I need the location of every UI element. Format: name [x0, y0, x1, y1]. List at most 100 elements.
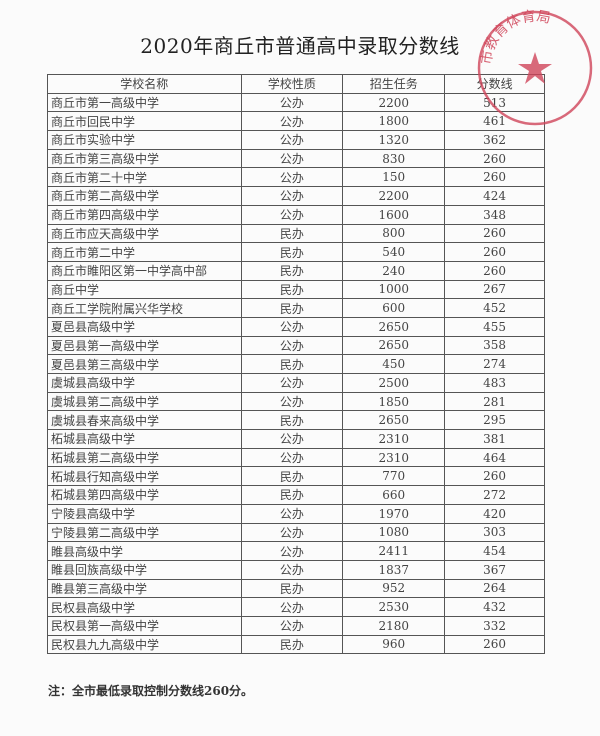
table-row: 夏邑县高级中学 公办 2650 455 — [47, 316, 545, 337]
table-row: 夏邑县第三高级中学 民办 450 274 — [47, 354, 545, 374]
cell-school-name: 商丘中学 — [47, 279, 242, 300]
cell-school-name: 商丘市第二高级中学 — [47, 186, 242, 206]
cell-school-name: 民权县九九高级中学 — [47, 634, 242, 655]
table-row: 柘城县行知高级中学 民办 770 260 — [47, 466, 545, 487]
cell-score-line: 295 — [444, 410, 545, 431]
table-row: 商丘市第二高级中学 公办 2200 424 — [47, 186, 545, 206]
cell-score-line: 348 — [444, 204, 545, 225]
cell-school-name: 宁陵县第二高级中学 — [47, 522, 242, 543]
cell-school-type: 公办 — [240, 522, 344, 543]
cell-score-line: 483 — [444, 373, 545, 393]
cell-enrollment: 660 — [342, 485, 446, 505]
cell-school-name: 夏邑县第三高级中学 — [47, 354, 242, 374]
cell-score-line: 452 — [444, 298, 545, 318]
stamp-text: 市教育体育局 — [478, 8, 552, 65]
cell-score-line: 260 — [444, 223, 545, 244]
cell-score-line: 381 — [444, 429, 545, 449]
cell-school-type: 公办 — [240, 92, 344, 113]
table-row: 虞城县春来高级中学 民办 2650 295 — [47, 410, 545, 431]
cell-school-type: 公办 — [240, 391, 344, 412]
cell-enrollment: 2650 — [342, 335, 446, 356]
cell-score-line: 267 — [444, 279, 545, 300]
admission-score-table: 学校名称 学校性质 招生任务 分数线 商丘市第一高级中学 公办 2200 513 商丘市… — [47, 74, 545, 655]
cell-score-line: 303 — [444, 522, 545, 543]
cell-school-name: 民权县高级中学 — [47, 597, 242, 617]
cell-school-type: 民办 — [240, 260, 344, 281]
cell-enrollment: 1080 — [342, 522, 446, 543]
header-enrollment: 招生任务 — [342, 74, 446, 94]
table-row: 商丘市第二十中学 公办 150 260 — [47, 167, 545, 188]
cell-enrollment: 2500 — [342, 373, 446, 393]
cell-school-name: 虞城县第二高级中学 — [47, 391, 242, 412]
cell-school-type: 公办 — [240, 541, 344, 561]
document-title: 2020年商丘市普通高中录取分数线 — [140, 34, 460, 58]
cell-enrollment: 830 — [342, 148, 446, 169]
cell-school-type: 民办 — [240, 354, 344, 374]
table-row: 睢县回族高级中学 公办 1837 367 — [47, 559, 545, 580]
cell-score-line: 424 — [444, 186, 545, 206]
official-seal-stamp: 市教育体育局 — [478, 8, 593, 126]
cell-enrollment: 2650 — [342, 410, 446, 431]
cell-enrollment: 150 — [342, 167, 446, 188]
table-row: 宁陵县高级中学 公办 1970 420 — [47, 503, 545, 524]
table-row: 商丘市第三高级中学 公办 830 260 — [47, 148, 545, 169]
cell-enrollment: 2530 — [342, 597, 446, 617]
cell-school-type: 公办 — [240, 335, 344, 356]
table-row: 虞城县高级中学 公办 2500 483 — [47, 373, 545, 393]
cell-score-line: 464 — [444, 447, 545, 468]
cell-enrollment: 240 — [342, 260, 446, 281]
cell-score-line: 281 — [444, 391, 545, 412]
cell-enrollment: 2411 — [342, 541, 446, 561]
cell-school-name: 睢县高级中学 — [47, 541, 242, 561]
table-row: 虞城县第二高级中学 公办 1850 281 — [47, 391, 545, 412]
cell-score-line: 264 — [444, 578, 545, 599]
cell-school-type: 公办 — [240, 130, 344, 150]
table-row: 商丘市应天高级中学 民办 800 260 — [47, 223, 545, 244]
cell-enrollment: 1970 — [342, 503, 446, 524]
table-row: 夏邑县第一高级中学 公办 2650 358 — [47, 335, 545, 356]
cell-school-type: 公办 — [240, 615, 344, 636]
cell-enrollment: 1600 — [342, 204, 446, 225]
cell-score-line: 260 — [444, 260, 545, 281]
cell-school-name: 商丘市第四高级中学 — [47, 204, 242, 225]
cell-school-type: 民办 — [240, 223, 344, 244]
cell-school-type: 公办 — [240, 447, 344, 468]
cell-school-type: 公办 — [240, 186, 344, 206]
cell-score-line: 367 — [444, 559, 545, 580]
cell-school-type: 公办 — [240, 148, 344, 169]
cell-school-name: 夏邑县高级中学 — [47, 316, 242, 337]
cell-school-type: 公办 — [240, 111, 344, 132]
cell-score-line: 362 — [444, 130, 545, 150]
table-row: 商丘市睢阳区第一中学高中部 民办 240 260 — [47, 260, 545, 281]
cell-school-name: 柘城县行知高级中学 — [47, 466, 242, 487]
table-header-row: 学校名称 学校性质 招生任务 分数线 — [47, 74, 545, 94]
cell-enrollment: 2310 — [342, 447, 446, 468]
cell-score-line: 274 — [444, 354, 545, 374]
cell-score-line: 358 — [444, 335, 545, 356]
cell-enrollment: 960 — [342, 634, 446, 655]
cell-school-type: 公办 — [240, 316, 344, 337]
cell-score-line: 260 — [444, 167, 545, 188]
cell-school-type: 公办 — [240, 503, 344, 524]
table-row: 商丘市第四高级中学 公办 1600 348 — [47, 204, 545, 225]
cell-school-type: 民办 — [240, 279, 344, 300]
cell-enrollment: 1320 — [342, 130, 446, 150]
table-row: 民权县九九高级中学 民办 960 260 — [47, 634, 545, 655]
cell-enrollment: 2200 — [342, 186, 446, 206]
cell-school-type: 民办 — [240, 485, 344, 505]
table-row: 商丘中学 民办 1000 267 — [47, 279, 545, 300]
cell-school-name: 虞城县高级中学 — [47, 373, 242, 393]
cell-school-name: 商丘市第三高级中学 — [47, 148, 242, 169]
svg-text:市教育体育局: 市教育体育局 — [478, 8, 552, 65]
cell-school-name: 商丘市应天高级中学 — [47, 223, 242, 244]
cell-school-name: 商丘市第二十中学 — [47, 167, 242, 188]
cell-enrollment: 1850 — [342, 391, 446, 412]
cell-school-type: 民办 — [240, 466, 344, 487]
cell-score-line: 420 — [444, 503, 545, 524]
table-row: 民权县高级中学 公办 2530 432 — [47, 597, 545, 617]
cell-enrollment: 540 — [342, 242, 446, 262]
cell-enrollment: 1837 — [342, 559, 446, 580]
cell-school-name: 柘城县第四高级中学 — [47, 485, 242, 505]
cell-school-name: 商丘市第一高级中学 — [47, 92, 242, 113]
